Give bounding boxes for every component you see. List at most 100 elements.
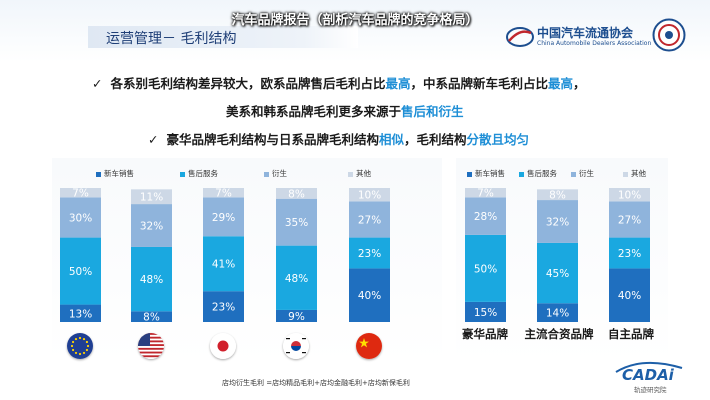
cadai-logo-text: CADAi	[622, 366, 674, 384]
bar-segment	[131, 204, 172, 247]
legend-item: 其他	[348, 168, 371, 179]
bar-value-label: 40%	[358, 290, 381, 302]
legend-swatch	[348, 171, 353, 177]
cadai-logo: CADAi 轨迹研究院	[612, 358, 686, 394]
bar-value-label: 28%	[474, 211, 497, 223]
check-icon: ✓	[92, 76, 103, 91]
legend-swatch	[96, 171, 101, 177]
legend-item: 衍生	[264, 168, 287, 179]
bar-segment	[60, 188, 101, 198]
bar-segment	[276, 309, 317, 322]
association-name-cn: 中国汽车流通协会	[537, 26, 634, 40]
bar-segment	[203, 188, 244, 198]
japan-flag-icon	[210, 333, 236, 359]
bar-value-label: 50%	[69, 266, 92, 278]
bar-segment	[609, 201, 650, 238]
category-label: 自主品牌	[608, 327, 654, 341]
bar-segment	[349, 268, 390, 322]
bar-value-label: 48%	[285, 273, 308, 285]
bar-value-label: 50%	[474, 263, 497, 275]
bullet-1-line-1-run-0: 各系别毛利结构差异较大，欧系品牌售后毛利占比	[110, 76, 386, 91]
cadai-logo-sub: 轨迹研究院	[634, 386, 667, 394]
korea-flag-icon	[283, 333, 309, 359]
bar-value-label: 11%	[140, 192, 163, 204]
bar-value-label: 48%	[140, 274, 163, 286]
bar-segment	[203, 236, 244, 292]
bullet-1-line-1-run-3: 最高	[548, 76, 574, 91]
category-label: 主流合资品牌	[524, 327, 594, 341]
bar-segment	[349, 188, 390, 202]
bar-segment	[60, 304, 101, 322]
bar-value-label: 30%	[69, 212, 92, 224]
bar-segment	[276, 188, 317, 199]
bar-segment	[60, 237, 101, 305]
legend-label: 新车销售	[475, 169, 505, 178]
bullet-2-line-1-run-1: 相似	[379, 132, 405, 147]
legend-item: 新车销售	[96, 168, 134, 179]
cadai-swoosh-icon	[615, 361, 683, 373]
bar-value-label: 10%	[618, 190, 641, 202]
legend-swatch	[519, 171, 524, 177]
bullet-2-line-1-run-2: ，毛利结构	[404, 132, 467, 147]
check-icon: ✓	[148, 132, 159, 147]
legend-item: 衍生	[571, 168, 594, 179]
bar-value-label: 35%	[285, 217, 308, 229]
bar-segment	[465, 301, 506, 322]
bar-segment	[203, 197, 244, 237]
bar-segment	[203, 291, 244, 322]
bar-value-label: 15%	[474, 307, 497, 319]
bar-value-label: 8%	[288, 188, 305, 200]
bar-segment	[349, 201, 390, 238]
bar-segment	[537, 189, 578, 201]
us-flag-icon	[138, 333, 164, 359]
report-title: 汽车品牌报告（剖析汽车品牌的竞争格局）	[231, 13, 479, 28]
bullet-1-line-1-run-4: ，	[573, 76, 586, 91]
legend-label: 新车销售	[104, 169, 134, 178]
bar-segment	[609, 188, 650, 202]
legend-item: 售后服务	[180, 168, 218, 179]
bar-value-label: 23%	[618, 248, 641, 260]
bar-segment	[131, 311, 172, 322]
bar-segment	[465, 188, 506, 198]
bar-segment	[537, 303, 578, 322]
legend-swatch	[571, 171, 576, 177]
bar-value-label: 45%	[546, 268, 569, 280]
bar-segment	[465, 234, 506, 302]
bullet-1-line-2: 美系和韩系品牌毛利更多来源于售后和衍生	[226, 101, 464, 120]
association-name-en: China Automobile Dealers Association	[537, 40, 652, 47]
legend-label: 其他	[631, 169, 646, 178]
section-label: 运营管理－ 毛利结构	[106, 31, 237, 47]
legend-label: 售后服务	[188, 169, 218, 178]
bar-value-label: 29%	[212, 212, 235, 224]
bar-value-label: 41%	[212, 259, 235, 271]
bar-segment	[276, 245, 317, 310]
bullet-2-line-1-run-3: 分散且均匀	[466, 132, 530, 147]
bullet-1-line-2-run-1: 售后和衍生	[401, 104, 464, 119]
bullet-1-line-1: ✓ 各系别毛利结构差异较大，欧系品牌售后毛利占比最高，中系品牌新车毛利占比最高，	[92, 73, 586, 92]
legend-item: 售后服务	[519, 168, 557, 179]
association-seal-icon	[652, 18, 686, 52]
bar-value-label: 13%	[69, 308, 92, 320]
legend-label: 其他	[356, 169, 371, 178]
legend-label: 售后服务	[527, 169, 557, 178]
legend-item: 其他	[623, 168, 646, 179]
footnote: 店均衍生毛利 =店均精品毛利+店均金融毛利+店均新保毛利	[222, 379, 410, 387]
bullet-2-line-1: ✓ 豪华品牌毛利结构与日系品牌毛利结构相似，毛利结构分散且均匀	[148, 129, 529, 148]
association-logo: 中国汽车流通协会 China Automobile Dealers Associ…	[505, 22, 651, 52]
bar-value-label: 7%	[72, 188, 89, 200]
bar-segment	[349, 237, 390, 269]
bar-value-label: 14%	[546, 308, 569, 320]
bullet-1-line-2-run-0: 美系和韩系品牌毛利更多来源于	[226, 104, 402, 119]
legend-item: 新车销售	[467, 168, 505, 179]
bar-value-label: 8%	[549, 190, 566, 202]
bar-segment	[465, 197, 506, 235]
bar-segment	[131, 189, 172, 205]
eu-flag-icon	[67, 333, 93, 359]
legend-swatch	[180, 171, 185, 177]
bar-segment	[609, 268, 650, 322]
bar-value-label: 32%	[140, 221, 163, 233]
bullet-2-line-1-run-0: 豪华品牌毛利结构与日系品牌毛利结构	[166, 132, 379, 147]
legend-swatch	[264, 171, 269, 177]
bar-value-label: 9%	[288, 311, 305, 323]
bar-value-label: 32%	[546, 217, 569, 229]
